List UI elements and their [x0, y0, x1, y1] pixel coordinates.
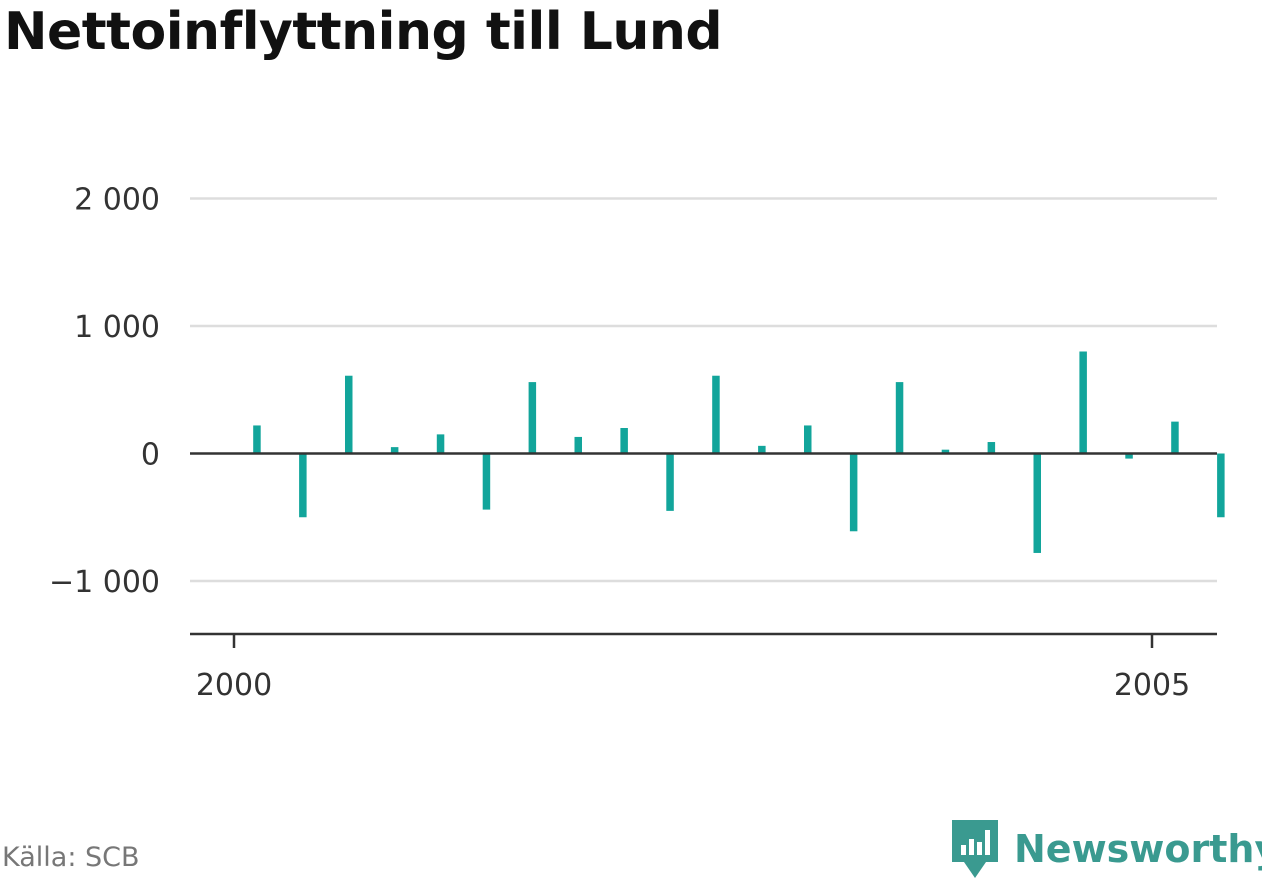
bar [1033, 453, 1041, 553]
axes [190, 452, 1217, 648]
bar [758, 445, 766, 454]
newsworthy-logo-icon [952, 820, 998, 878]
source-note: Källa: SCB [2, 842, 140, 873]
bar [436, 434, 445, 454]
x-tick-label: 2000 [196, 668, 272, 703]
y-tick-label: 1 000 [74, 310, 160, 345]
bar [941, 449, 950, 454]
bar [804, 425, 812, 454]
y-tick-label: −1 000 [49, 565, 160, 600]
y-tick-label: 0 [141, 438, 160, 473]
x-tick-label: 2005 [1114, 668, 1190, 703]
brand-name: Newsworthy [1014, 827, 1262, 871]
bar [1079, 351, 1087, 454]
bar [390, 447, 399, 454]
chart-title: Nettoinflyttning till Lund [4, 2, 723, 62]
brand-logo[interactable]: Newsworthy [950, 818, 1262, 880]
bar [620, 428, 628, 454]
bar [895, 382, 904, 454]
bar [574, 436, 582, 454]
bar [482, 453, 491, 510]
bar [528, 382, 537, 454]
bar [299, 453, 307, 518]
bar [987, 442, 996, 454]
bars [253, 351, 1225, 553]
bar [1217, 453, 1225, 518]
bar [849, 453, 858, 532]
bar [253, 425, 261, 454]
y-tick-label: 2 000 [74, 183, 160, 218]
bar [345, 375, 353, 454]
bar [666, 453, 674, 511]
bar [712, 375, 720, 454]
bar [1125, 453, 1133, 459]
bar [1171, 421, 1179, 454]
gridlines [190, 197, 1217, 583]
